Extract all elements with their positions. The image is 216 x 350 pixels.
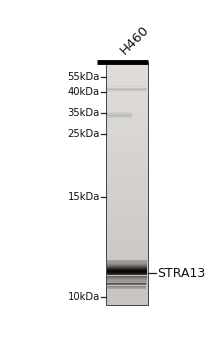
- Bar: [106, 268, 147, 269]
- Bar: [106, 113, 132, 114]
- Bar: [106, 265, 147, 266]
- Bar: [107, 285, 146, 286]
- Bar: [106, 88, 147, 89]
- Text: 15kDa: 15kDa: [67, 192, 100, 202]
- Bar: [106, 263, 147, 264]
- Bar: [106, 262, 147, 263]
- Bar: [107, 283, 146, 284]
- Text: H460: H460: [118, 23, 151, 57]
- Bar: [106, 279, 147, 280]
- Bar: [106, 276, 147, 277]
- Bar: [106, 112, 132, 113]
- Text: 35kDa: 35kDa: [68, 108, 100, 118]
- Bar: [106, 283, 147, 284]
- Bar: [106, 278, 147, 279]
- Bar: [106, 272, 147, 273]
- Bar: [106, 87, 147, 88]
- Bar: [106, 90, 147, 91]
- Bar: [106, 115, 132, 116]
- Bar: [106, 118, 132, 119]
- Bar: [106, 91, 147, 92]
- Bar: [106, 266, 147, 267]
- Text: 25kDa: 25kDa: [67, 129, 100, 139]
- Bar: [106, 273, 147, 274]
- Bar: [106, 264, 147, 265]
- Text: 10kDa: 10kDa: [68, 292, 100, 302]
- Bar: [106, 275, 147, 276]
- Bar: [106, 277, 147, 278]
- Bar: [106, 284, 147, 285]
- Bar: [106, 280, 147, 281]
- Bar: [106, 62, 148, 305]
- Bar: [106, 260, 147, 261]
- Bar: [106, 270, 147, 271]
- Bar: [106, 269, 147, 270]
- Bar: [107, 287, 146, 288]
- Text: 40kDa: 40kDa: [68, 87, 100, 97]
- Bar: [106, 281, 147, 282]
- Bar: [106, 86, 147, 87]
- Bar: [106, 271, 147, 272]
- Bar: [107, 286, 146, 287]
- Bar: [106, 261, 147, 262]
- Bar: [107, 284, 146, 285]
- Bar: [106, 282, 147, 283]
- Bar: [106, 89, 147, 90]
- Text: 55kDa: 55kDa: [67, 72, 100, 82]
- Bar: [106, 267, 147, 268]
- Text: STRA13: STRA13: [157, 267, 206, 280]
- Bar: [106, 274, 147, 275]
- Bar: [106, 114, 132, 115]
